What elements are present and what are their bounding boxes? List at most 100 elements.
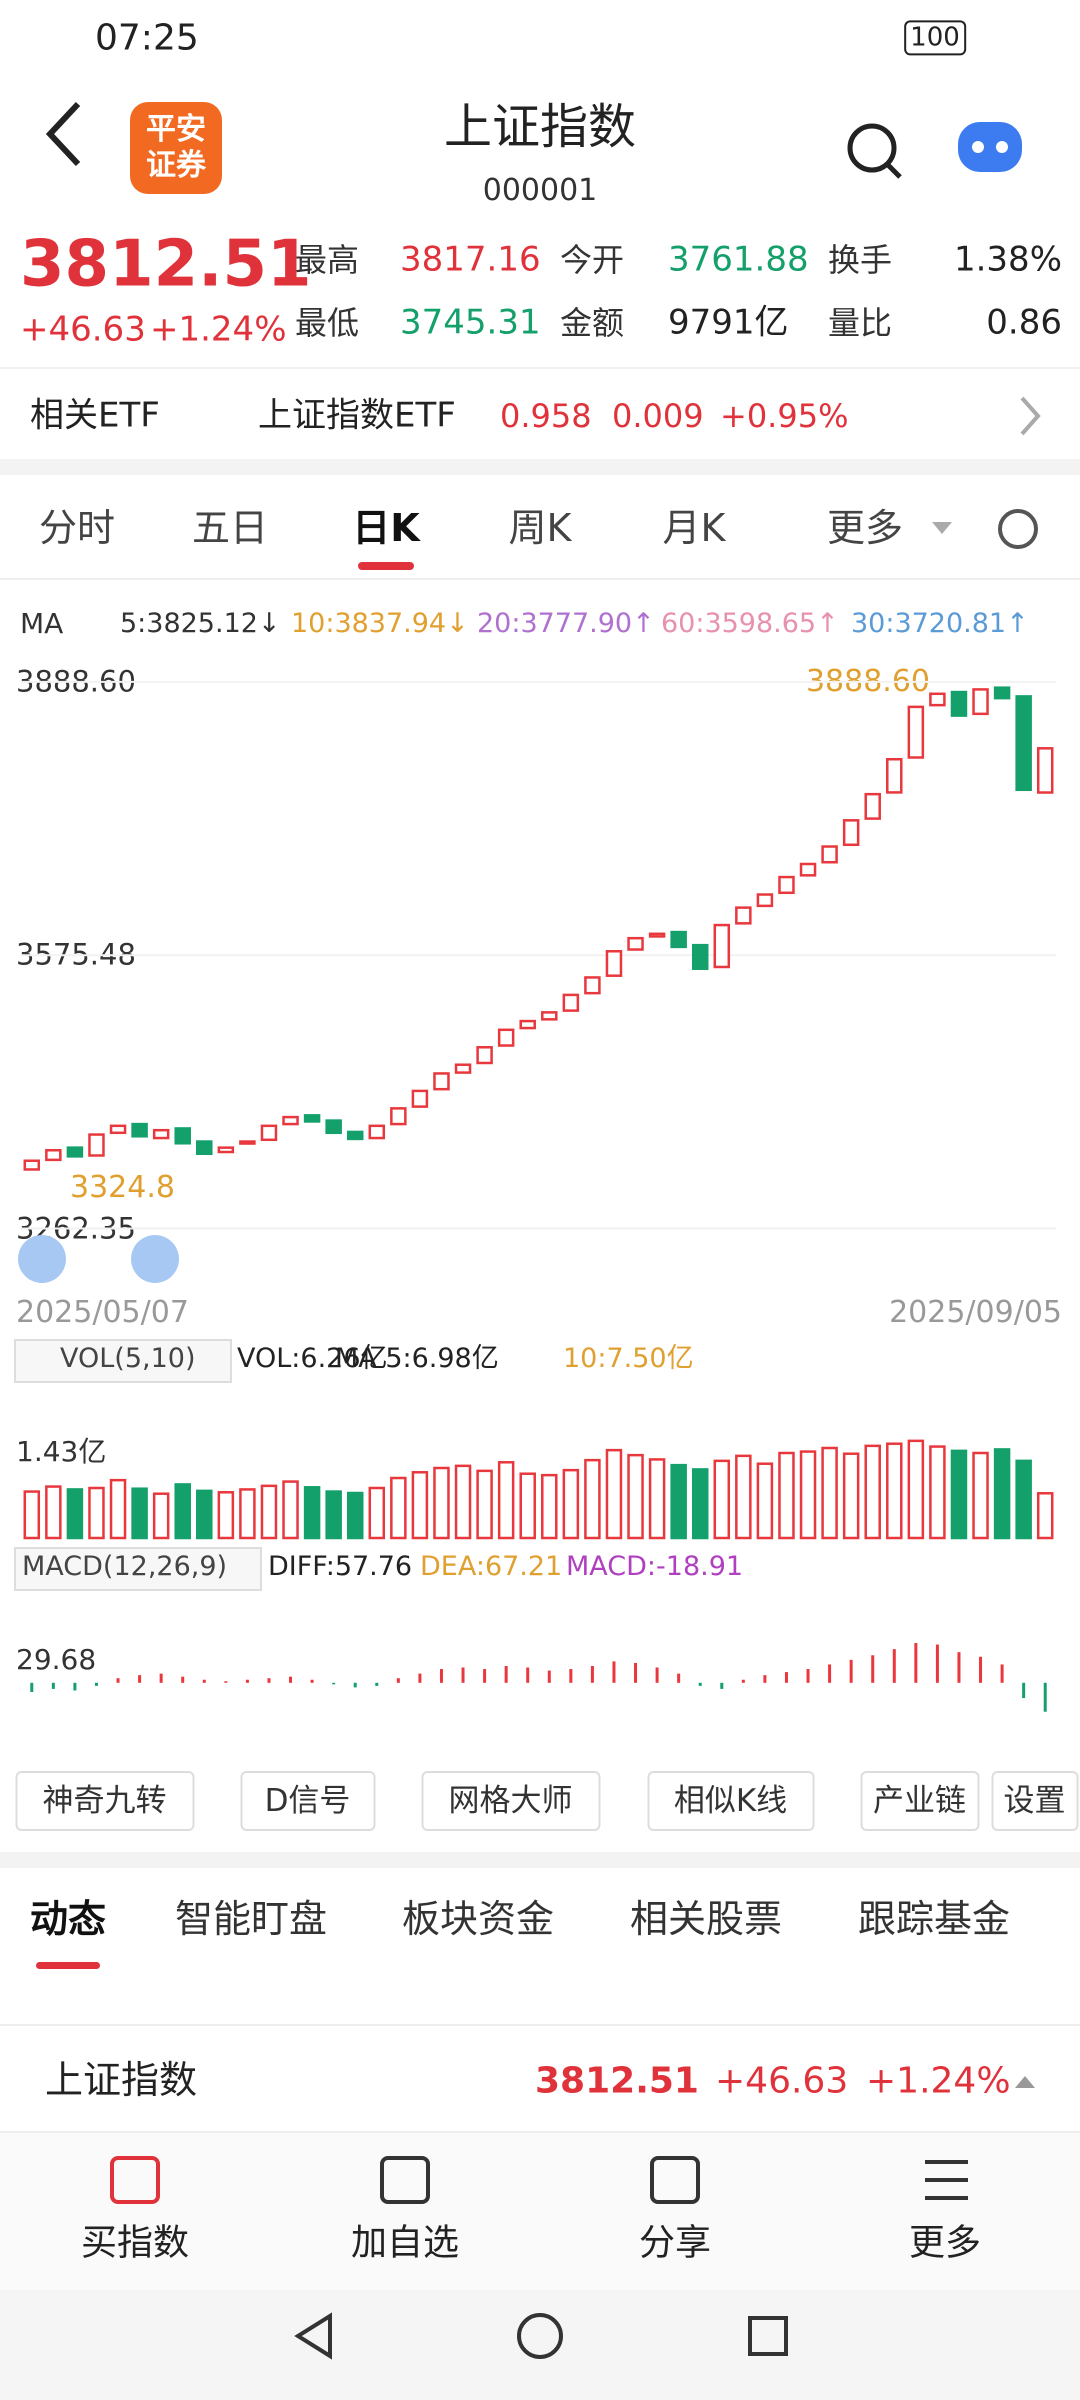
macd-bar [267,1678,271,1683]
nav-label[interactable]: 买指数 [80,2222,190,2264]
volume-bar [929,1445,946,1540]
volume-bar [519,1472,536,1540]
nav-label[interactable]: 更多 [908,2222,982,2264]
back-button[interactable] [45,101,81,167]
divider [0,578,1080,580]
candle-body [239,1140,256,1145]
section-tab[interactable]: 相关股票 [630,1897,783,1942]
volume-bar [411,1471,429,1540]
candle-body [131,1122,148,1138]
tool-button[interactable]: 设置 [991,1771,1078,1831]
collapse[interactable] [1015,2076,1035,2088]
section-tab[interactable]: 动态 [30,1897,107,1942]
candle-body [627,936,644,951]
etf-pct: +0.95% [720,396,849,435]
chart-tab[interactable]: 五日 [191,506,269,551]
nav-icon[interactable] [110,2156,160,2204]
macd-bar [289,1676,293,1683]
volume-bar [993,1448,1011,1540]
settings-button[interactable] [998,509,1038,549]
stat-label: 金额 [560,303,625,342]
volume-bar [454,1464,472,1540]
nav-label[interactable]: 加自选 [350,2222,460,2264]
chart-tab[interactable]: 更多 [826,506,904,551]
macd-bar [181,1676,185,1683]
macd-bar [310,1679,314,1683]
fullscreen-button[interactable] [131,1235,179,1283]
indicator-stat: MA 5:6.98亿 [335,1342,499,1374]
date-label: 2025/05/07 [16,1295,189,1330]
volume-bar [282,1480,299,1540]
chevron [1020,396,1041,436]
nav-icon[interactable] [925,2160,968,2200]
macd-bar [396,1678,400,1683]
chart-tab[interactable]: 分时 [38,506,116,551]
etf-change: 0.009 [612,396,704,435]
nav-icon[interactable] [380,2156,430,2204]
candle-body [842,819,860,847]
etf-name: 上证指数ETF [258,395,456,436]
expand-button[interactable] [18,1235,66,1283]
candle-body [1015,695,1032,792]
back-key[interactable] [294,2312,332,2360]
macd-bar [634,1662,638,1683]
macd-bar [332,1682,336,1685]
section-tab[interactable]: 智能盯盘 [175,1897,328,1942]
recent-key[interactable] [748,2316,788,2356]
macd-bar [94,1682,98,1686]
volume-bar [691,1468,709,1540]
macd-bar [73,1682,77,1691]
tool-button[interactable]: D信号 [240,1771,375,1831]
search-button[interactable] [847,123,897,173]
volume-bar [260,1484,278,1540]
volume-bar [778,1451,795,1540]
assistant-button[interactable] [958,122,1022,172]
gap [0,459,1080,475]
candle-body [541,1011,558,1021]
tool-button[interactable]: 相似K线 [647,1771,814,1831]
candle-body [433,1072,450,1091]
stat-value: 3761.88 [668,239,809,280]
etf-label: 相关ETF [30,395,160,436]
candle-body [109,1124,127,1135]
candle-body [735,906,752,925]
tool-button[interactable]: 神奇九转 [15,1771,194,1831]
macd-bar [698,1682,702,1686]
volume-bar [648,1458,666,1540]
date-label: 2025/09/05 [889,1295,1062,1330]
candle-body [260,1124,278,1142]
macd-bar [1000,1664,1004,1683]
ma-value: 60:3598.65↑ [661,607,839,639]
candle-body [476,1046,493,1065]
tool-button[interactable]: 网格大师 [421,1771,600,1831]
tool-button[interactable]: 产业链 [860,1771,979,1831]
indicator-box[interactable] [14,1547,262,1591]
nav-label[interactable]: 分享 [638,2222,712,2264]
indicator-box[interactable] [14,1339,232,1383]
clock: 07:25 [95,17,199,59]
robot-eye [996,141,1008,153]
volume-bar [670,1463,687,1540]
nav-icon[interactable] [650,2156,700,2204]
candle-body [368,1124,386,1140]
chart-tab[interactable]: 周K [508,506,572,551]
candle-body [66,1146,84,1158]
candle-body [907,705,925,759]
section-tab[interactable]: 板块资金 [402,1897,555,1942]
volume-bar [1036,1492,1054,1540]
chart-tab[interactable]: 月K [662,506,726,551]
candle-body [1036,747,1054,794]
macd-bar [483,1669,487,1683]
section-tab[interactable]: 跟踪基金 [858,1897,1011,1942]
chart-tab[interactable]: 日K [352,506,420,551]
home-key[interactable] [517,2313,563,2359]
macd-bar [116,1678,120,1683]
candle-body [152,1128,170,1140]
volume-bar [735,1454,752,1540]
ma-label: MA [20,607,64,641]
tab-underline [358,562,414,570]
candle-body [196,1140,213,1156]
stock-code: 000001 [482,173,598,208]
volume-bar [605,1448,623,1540]
